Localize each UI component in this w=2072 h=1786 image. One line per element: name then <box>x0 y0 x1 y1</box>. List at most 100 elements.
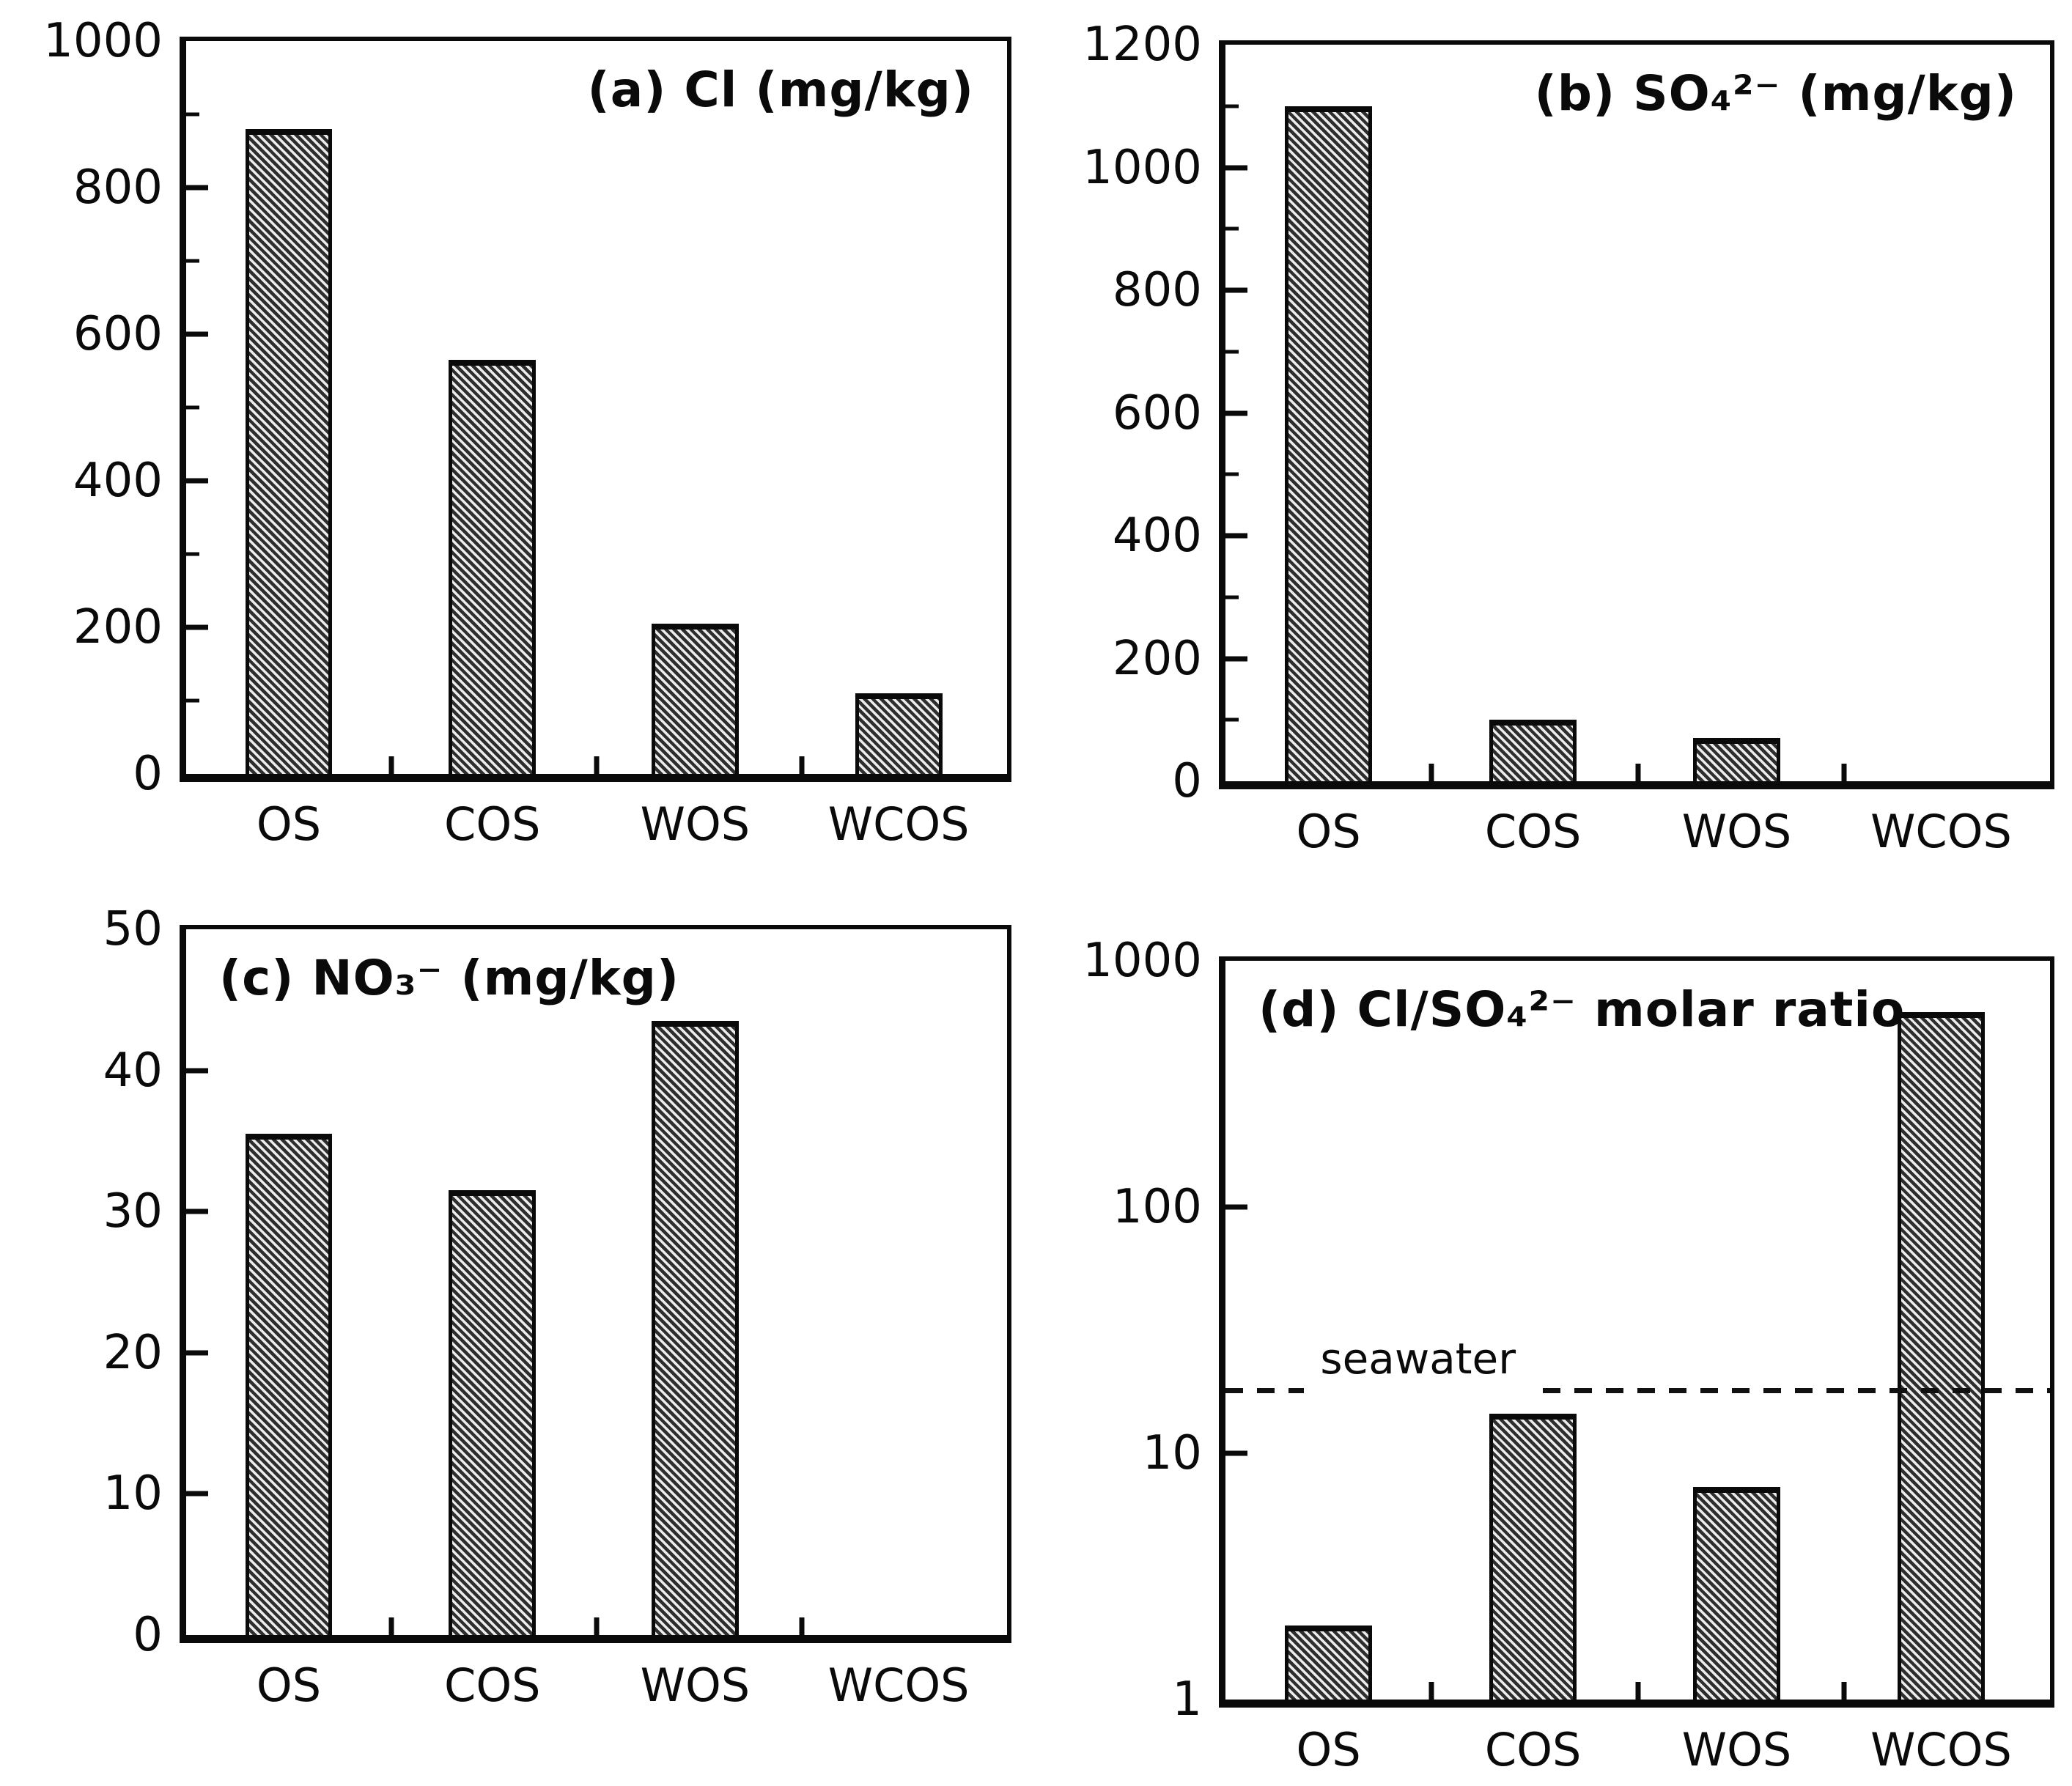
bar-os <box>245 1134 333 1635</box>
x-axis-boundary-tick <box>1428 1682 1434 1700</box>
y-axis-tick-label: 800 <box>1112 263 1202 317</box>
x-category-label-os: OS <box>1296 805 1361 858</box>
y-axis-minor-tick <box>1225 104 1239 108</box>
y-axis-major-tick <box>1225 1204 1247 1210</box>
bar-os <box>245 129 333 774</box>
x-axis-boundary-tick <box>1428 764 1434 781</box>
y-axis-minor-tick <box>1225 226 1239 231</box>
y-axis-major-tick <box>1225 165 1247 170</box>
seawater-line-label: seawater <box>1320 1334 1516 1384</box>
x-category-label-wcos: WCOS <box>827 797 970 851</box>
y-axis-major-tick <box>1225 656 1247 661</box>
chart-title-c: (c) NO₃⁻ (mg/kg) <box>219 950 680 1006</box>
y-axis-minor-tick <box>1225 350 1239 354</box>
y-axis-major-tick <box>1225 410 1247 416</box>
y-axis-minor-tick <box>186 112 199 117</box>
x-category-label-wos: WOS <box>1681 805 1792 858</box>
y-axis-tick-label: 1000 <box>43 14 163 68</box>
panel-c-nitrate-chart: (c) NO₃⁻ (mg/kg) 0 10 20 30 40 50 OS COS WOS WCOS <box>4 906 1030 1775</box>
y-axis-tick-label: 0 <box>133 1608 163 1662</box>
y-axis-tick-label: 200 <box>73 600 163 654</box>
bar-wcos <box>855 693 943 774</box>
y-axis-minor-tick <box>1225 595 1239 599</box>
y-axis-tick-label: 1200 <box>1083 18 1202 72</box>
plot-area-a: (a) Cl (mg/kg) 0 200 400 600 800 1000 OS COS WOS… <box>43 18 1011 847</box>
y-axis-major-tick <box>186 1491 208 1497</box>
chart-title-d: (d) Cl/SO₄²⁻ molar ratio <box>1258 981 1906 1038</box>
y-axis-tick-label: 400 <box>1112 509 1202 563</box>
y-axis-tick-label: 600 <box>73 307 163 361</box>
y-axis-minor-tick <box>186 259 199 263</box>
bar-wos <box>1692 738 1781 781</box>
bar-cos <box>449 1190 537 1635</box>
x-category-label-wcos: WCOS <box>1870 1723 2012 1776</box>
seawater-reference-line-right <box>1543 1388 2050 1394</box>
y-axis-major-tick <box>1225 287 1247 293</box>
x-axis-boundary-tick <box>594 1617 600 1635</box>
y-axis-minor-tick <box>1225 472 1239 476</box>
x-category-label-os: OS <box>256 1658 322 1712</box>
y-axis-major-tick <box>186 1208 208 1214</box>
x-axis-boundary-tick <box>1841 1682 1847 1700</box>
x-category-label-os: OS <box>256 797 322 851</box>
x-category-label-cos: COS <box>1484 1723 1582 1776</box>
x-axis-boundary-tick <box>1635 764 1640 781</box>
y-axis-tick-label: 0 <box>133 747 163 801</box>
bar-cos <box>1489 1413 1577 1700</box>
y-axis-tick-label: 100 <box>1112 1180 1202 1234</box>
plot-area-d: (d) Cl/SO₄²⁻ molar ratio 1 10 100 1000 OS COS… <box>1083 937 2054 1773</box>
bar-os <box>1285 1625 1373 1700</box>
x-category-label-cos: COS <box>444 1658 541 1712</box>
x-axis-boundary-tick <box>594 756 600 774</box>
y-axis-tick-label: 20 <box>103 1325 163 1380</box>
y-axis-tick-label: 1000 <box>1083 934 1202 988</box>
y-axis-tick-label: 1000 <box>1083 140 1202 195</box>
panel-d-molar-ratio-chart: (d) Cl/SO₄²⁻ molar ratio 1 10 100 1000 OS COS… <box>1043 937 2069 1781</box>
x-category-label-wos: WOS <box>640 797 751 851</box>
y-axis-major-tick <box>186 478 208 484</box>
chart-title-b: (b) SO₄²⁻ (mg/kg) <box>1534 65 2017 122</box>
y-axis-minor-tick <box>186 405 199 410</box>
bar-wos <box>1692 1486 1781 1700</box>
y-axis-tick-label: 800 <box>73 160 163 215</box>
y-axis-major-tick <box>186 1350 208 1356</box>
y-axis-tick-label: 10 <box>1142 1426 1202 1480</box>
y-axis-major-tick <box>1225 1450 1247 1456</box>
x-category-label-wos: WOS <box>640 1658 751 1712</box>
y-axis-tick-label: 0 <box>1172 754 1202 808</box>
y-axis-minor-tick <box>186 552 199 556</box>
x-category-label-wos: WOS <box>1681 1723 1792 1776</box>
y-axis-minor-tick <box>1225 717 1239 722</box>
bar-cos <box>1489 720 1577 781</box>
y-axis-major-tick <box>186 185 208 191</box>
bar-wos <box>652 1021 739 1635</box>
plot-area-b: (b) SO₄²⁻ (mg/kg) 0 200 400 600 800 1000 1200 O… <box>1083 21 2054 855</box>
x-category-label-wcos: WCOS <box>1870 805 2012 858</box>
panel-b-sulfate-chart: (b) SO₄²⁻ (mg/kg) 0 200 400 600 800 1000 1200 O… <box>1043 21 2069 912</box>
panel-a-chloride-chart: (a) Cl (mg/kg) 0 200 400 600 800 1000 OS COS WOS… <box>4 18 1030 909</box>
chart-title-a: (a) Cl (mg/kg) <box>587 62 974 118</box>
x-axis-boundary-tick <box>799 756 805 774</box>
y-axis-major-tick <box>186 624 208 630</box>
y-axis-major-tick <box>186 331 208 337</box>
x-axis-boundary-tick <box>799 1617 805 1635</box>
x-axis-boundary-tick <box>388 1617 394 1635</box>
y-axis-major-tick <box>186 1068 208 1074</box>
y-axis-minor-tick <box>186 698 199 703</box>
bar-wcos <box>1897 1011 1986 1700</box>
y-axis-tick-label: 600 <box>1112 385 1202 440</box>
y-axis-tick-label: 10 <box>103 1466 163 1521</box>
bar-wos <box>652 624 739 774</box>
x-axis-boundary-tick <box>1841 764 1847 781</box>
x-axis-boundary-tick <box>1635 1682 1640 1700</box>
y-axis-tick-label: 30 <box>103 1184 163 1239</box>
y-axis-tick-label: 200 <box>1112 631 1202 686</box>
bar-cos <box>449 360 537 774</box>
x-category-label-os: OS <box>1296 1723 1361 1776</box>
x-category-label-wcos: WCOS <box>827 1658 970 1712</box>
y-axis-tick-label: 400 <box>73 454 163 508</box>
bar-os <box>1285 106 1373 781</box>
seawater-reference-line-left <box>1225 1388 1304 1394</box>
plot-area-c: (c) NO₃⁻ (mg/kg) 0 10 20 30 40 50 OS COS WOS WCOS <box>103 906 1011 1708</box>
